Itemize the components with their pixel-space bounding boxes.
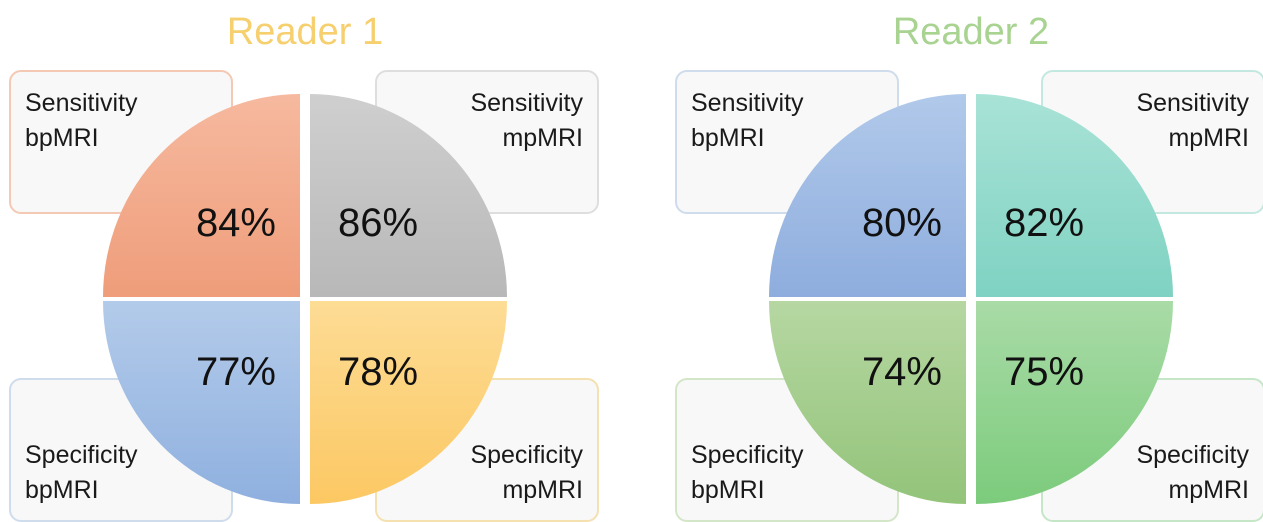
reader-1-specificity-mpmri-quadrant: 78% xyxy=(310,301,507,504)
reader-2-sensitivity-mpmri-label: Sensitivity mpMRI xyxy=(1136,89,1249,152)
reader-1-specificity-mpmri-label: Specificity mpMRI xyxy=(470,441,583,504)
reader-2-specificity-bpmri-value: 74% xyxy=(861,350,942,394)
reader-2-title: Reader 2 xyxy=(892,11,1050,53)
reader-2-specificity-bpmri-label: Specificity bpMRI xyxy=(691,441,804,504)
reader-1-sensitivity-bpmri-label: Sensitivity bpMRI xyxy=(25,89,138,152)
reader-2-sensitivity-bpmri-label: Sensitivity bpMRI xyxy=(691,89,804,152)
reader-2-specificity-mpmri-label: Specificity mpMRI xyxy=(1136,441,1249,504)
reader-1-title: Reader 1 xyxy=(226,11,384,53)
reader-1-sensitivity-bpmri-value: 84% xyxy=(195,201,276,245)
reader-1-sensitivity-bpmri-quadrant: 84% xyxy=(103,94,300,297)
reader-2-sensitivity-mpmri-value: 82% xyxy=(1004,201,1085,245)
reader-2-specificity-mpmri-value: 75% xyxy=(1004,350,1085,394)
reader-1-specificity-bpmri-value: 77% xyxy=(195,350,276,394)
reader-1-sensitivity-mpmri-value: 86% xyxy=(338,201,419,245)
reader-2-panel: Reader 2 Sensitivity bpMRI Sensitivity m… xyxy=(671,0,1263,522)
reader-1-panel: Reader 1 Sensitivity bpMRI Sensitivity m… xyxy=(5,0,605,522)
reader-2-sensitivity-bpmri-value: 80% xyxy=(861,201,942,245)
reader-1-specificity-bpmri-label: Specificity bpMRI xyxy=(25,441,138,504)
reader-1-sensitivity-mpmri-label: Sensitivity mpMRI xyxy=(470,89,583,152)
reader-1-specificity-mpmri-value: 78% xyxy=(338,350,419,394)
